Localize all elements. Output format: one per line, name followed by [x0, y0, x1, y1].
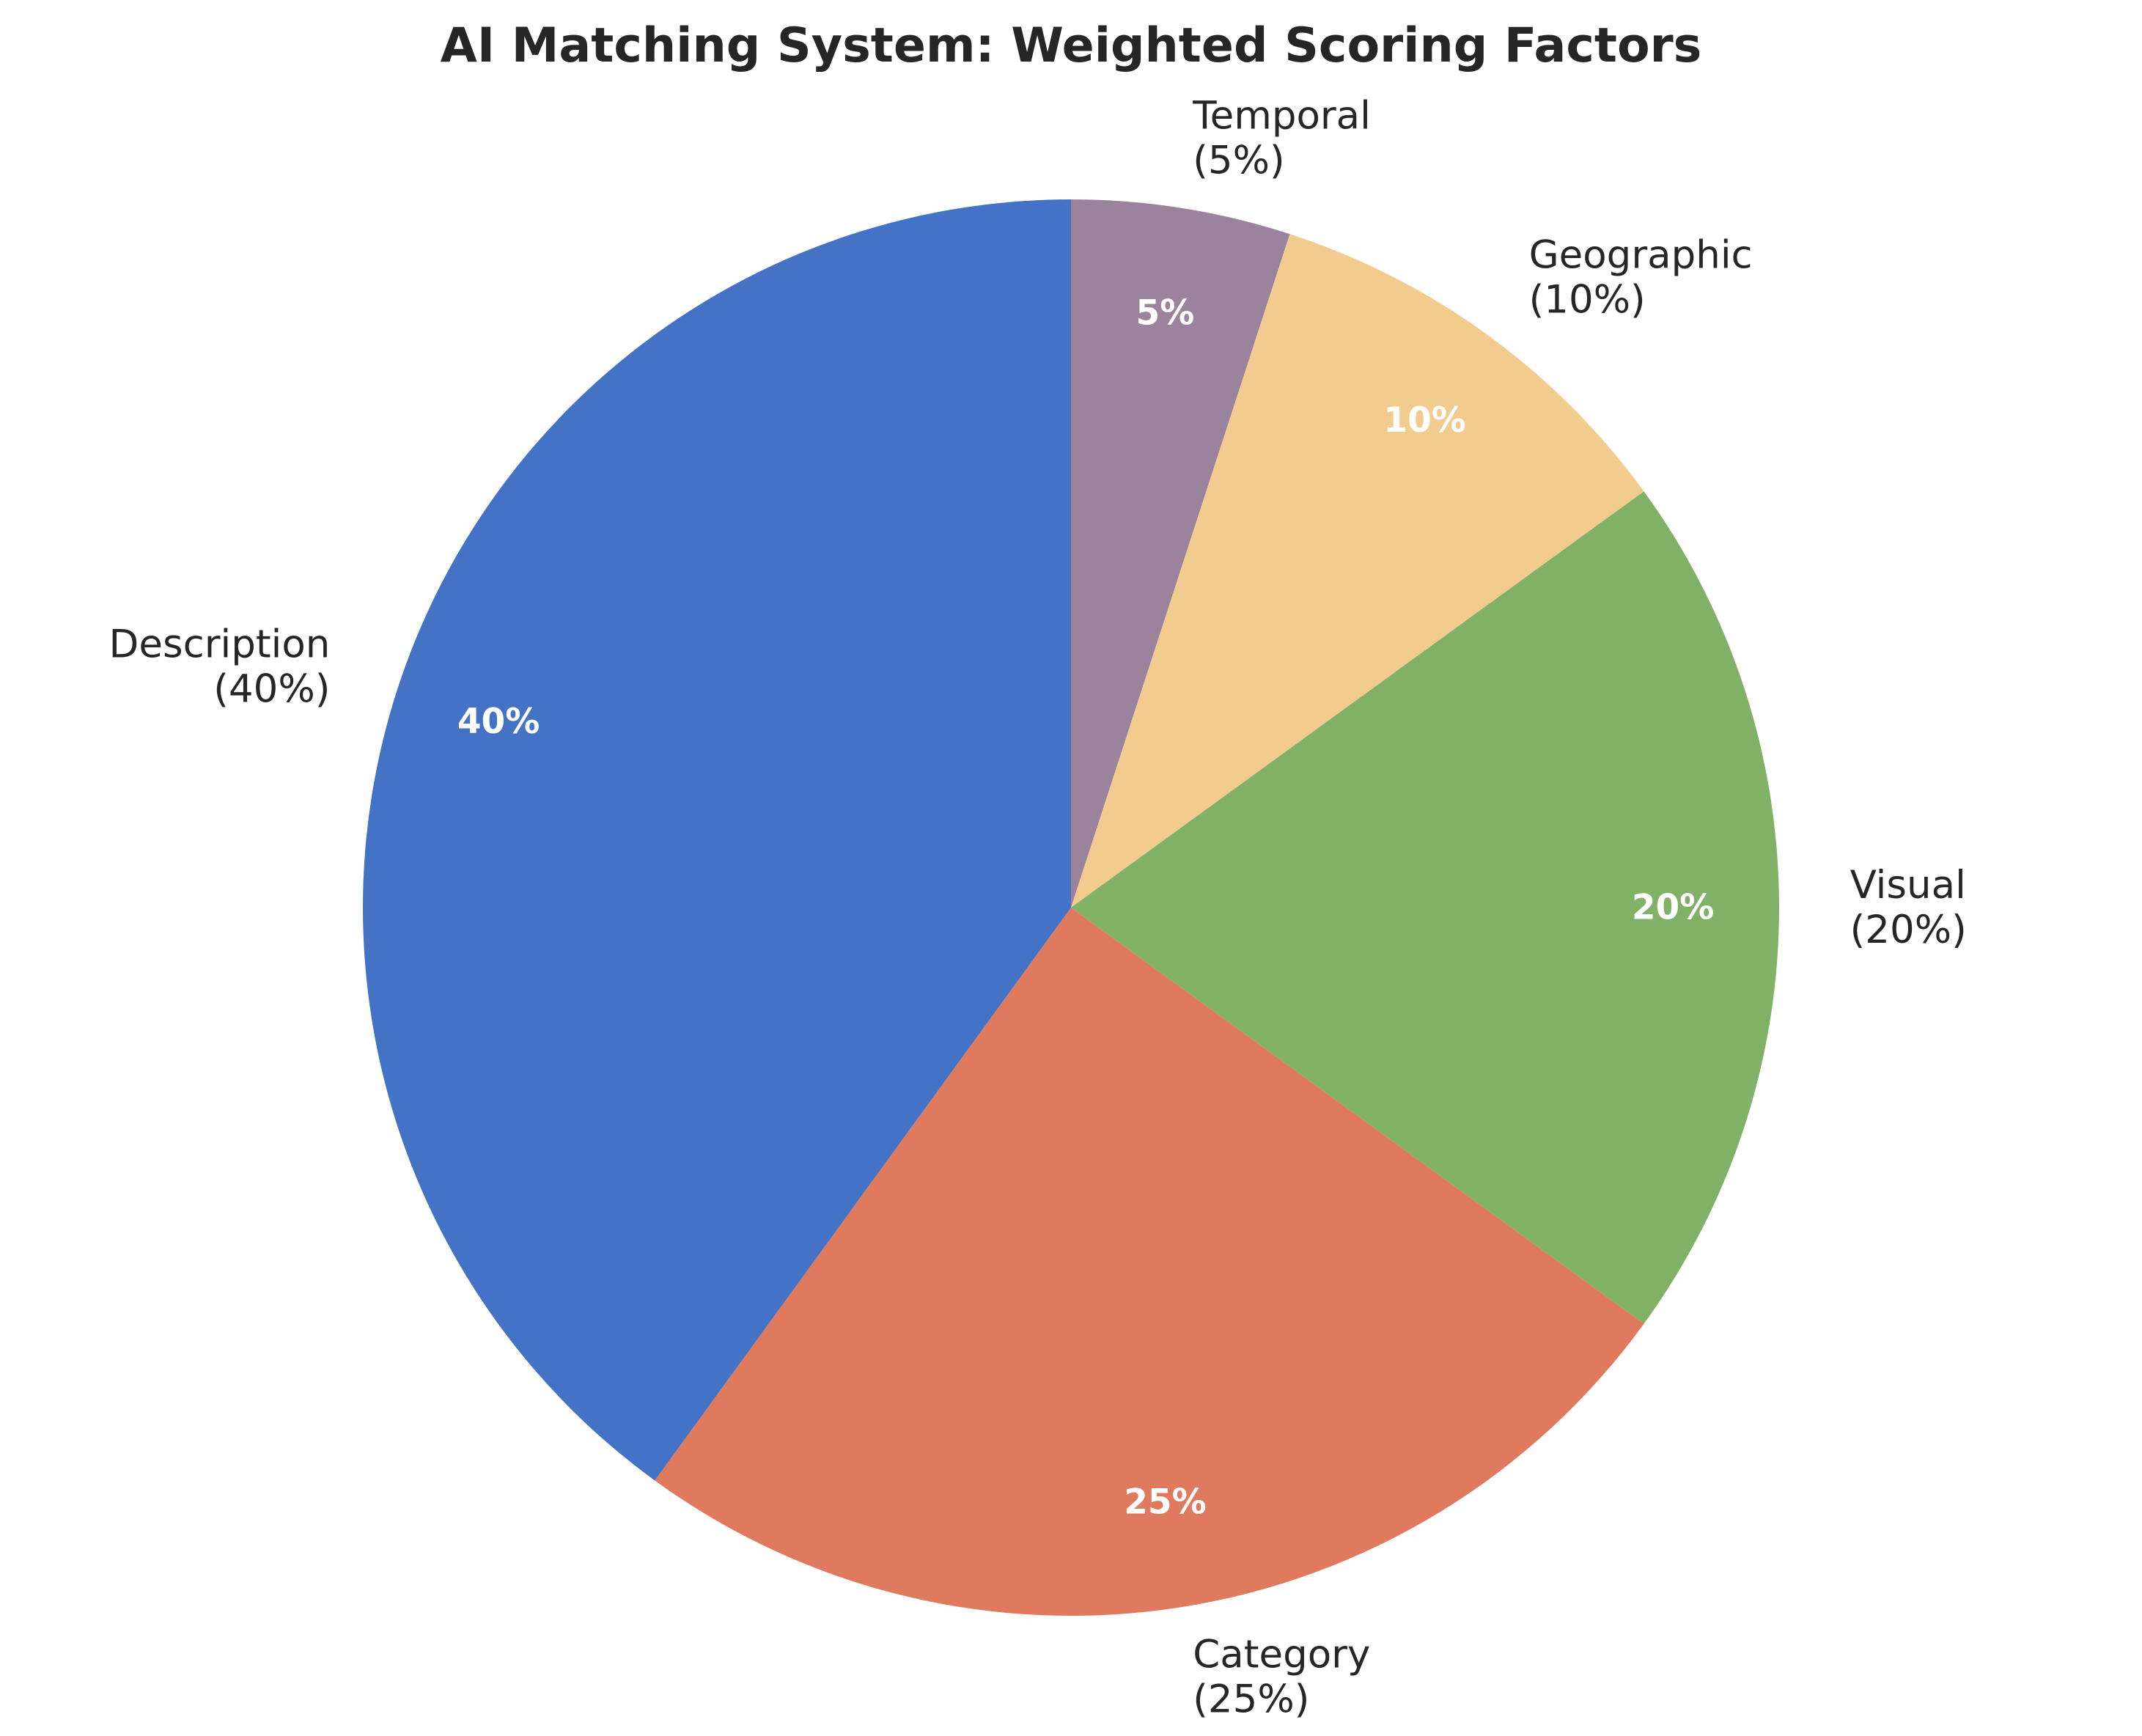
pie-outer-label-name-visual: Visual: [1850, 863, 1966, 908]
pie-slice-temporal: [1071, 199, 1290, 908]
pie-outer-label-name-category: Category: [1193, 1633, 1370, 1677]
chart-title: AI Matching System: Weighted Scoring Fac…: [441, 18, 1702, 73]
pie-slice-geographic: [1071, 234, 1644, 908]
pie-outer-label-category: Category(25%): [1193, 1633, 1370, 1722]
pie-outer-label-visual: Visual(20%): [1850, 863, 1967, 952]
pie-percent-labels: 5% 10% 20% 25% 40%: [457, 293, 1715, 1523]
pie-outer-label-pct-category: (25%): [1193, 1677, 1309, 1722]
pie-percent-label-visual: 20%: [1632, 888, 1715, 928]
pie-outer-label-pct-temporal: (5%): [1193, 138, 1284, 183]
pie-outer-label-name-description: Description: [109, 622, 331, 667]
pie-slice-category: [655, 908, 1644, 1616]
pie-outer-label-pct-description: (40%): [213, 667, 330, 712]
pie-percent-label-description: 40%: [457, 702, 540, 742]
pie-slices: [363, 199, 1780, 1616]
pie-percent-label-temporal: 5%: [1136, 293, 1195, 334]
pie-outer-label-pct-geographic: (10%): [1529, 277, 1646, 322]
pie-slice-description: [363, 199, 1071, 1481]
pie-slice-visual: [1071, 491, 1780, 1324]
pie-outer-labels: Temporal(5%) Geographic(10%) Visual(20%) Ca…: [109, 93, 1967, 1721]
pie-outer-label-description: Description(40%): [109, 622, 331, 712]
pie-percent-label-category: 25%: [1124, 1482, 1207, 1522]
pie-outer-label-temporal: Temporal(5%): [1192, 93, 1371, 183]
pie-outer-label-geographic: Geographic(10%): [1529, 232, 1753, 322]
pie-outer-label-name-temporal: Temporal: [1192, 93, 1371, 138]
pie-outer-label-pct-visual: (20%): [1850, 908, 1967, 952]
pie-outer-label-name-geographic: Geographic: [1529, 232, 1753, 277]
pie-percent-label-geographic: 10%: [1383, 400, 1466, 441]
